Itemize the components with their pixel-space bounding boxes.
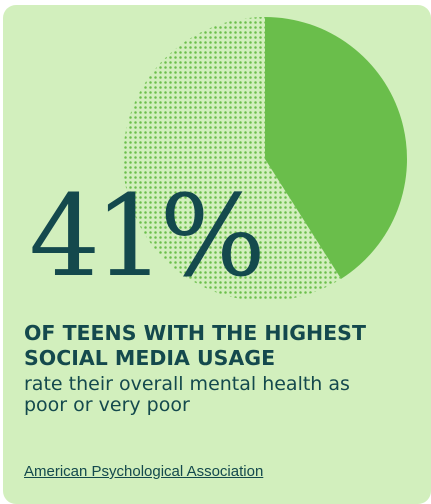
subtext: rate their overall mental health as poor… <box>24 373 350 416</box>
pie-slice-remainder <box>122 17 342 301</box>
headline: OF TEENS WITH THE HIGHEST SOCIAL MEDIA U… <box>24 321 366 370</box>
pie-slice-highlight <box>265 17 407 279</box>
pie-chart <box>122 17 407 301</box>
big-stat-value: 41% <box>29 172 266 302</box>
source-link[interactable]: American Psychological Association <box>24 463 264 480</box>
stat-card: 41% OF TEENS WITH THE HIGHEST SOCIAL MED… <box>3 5 431 504</box>
